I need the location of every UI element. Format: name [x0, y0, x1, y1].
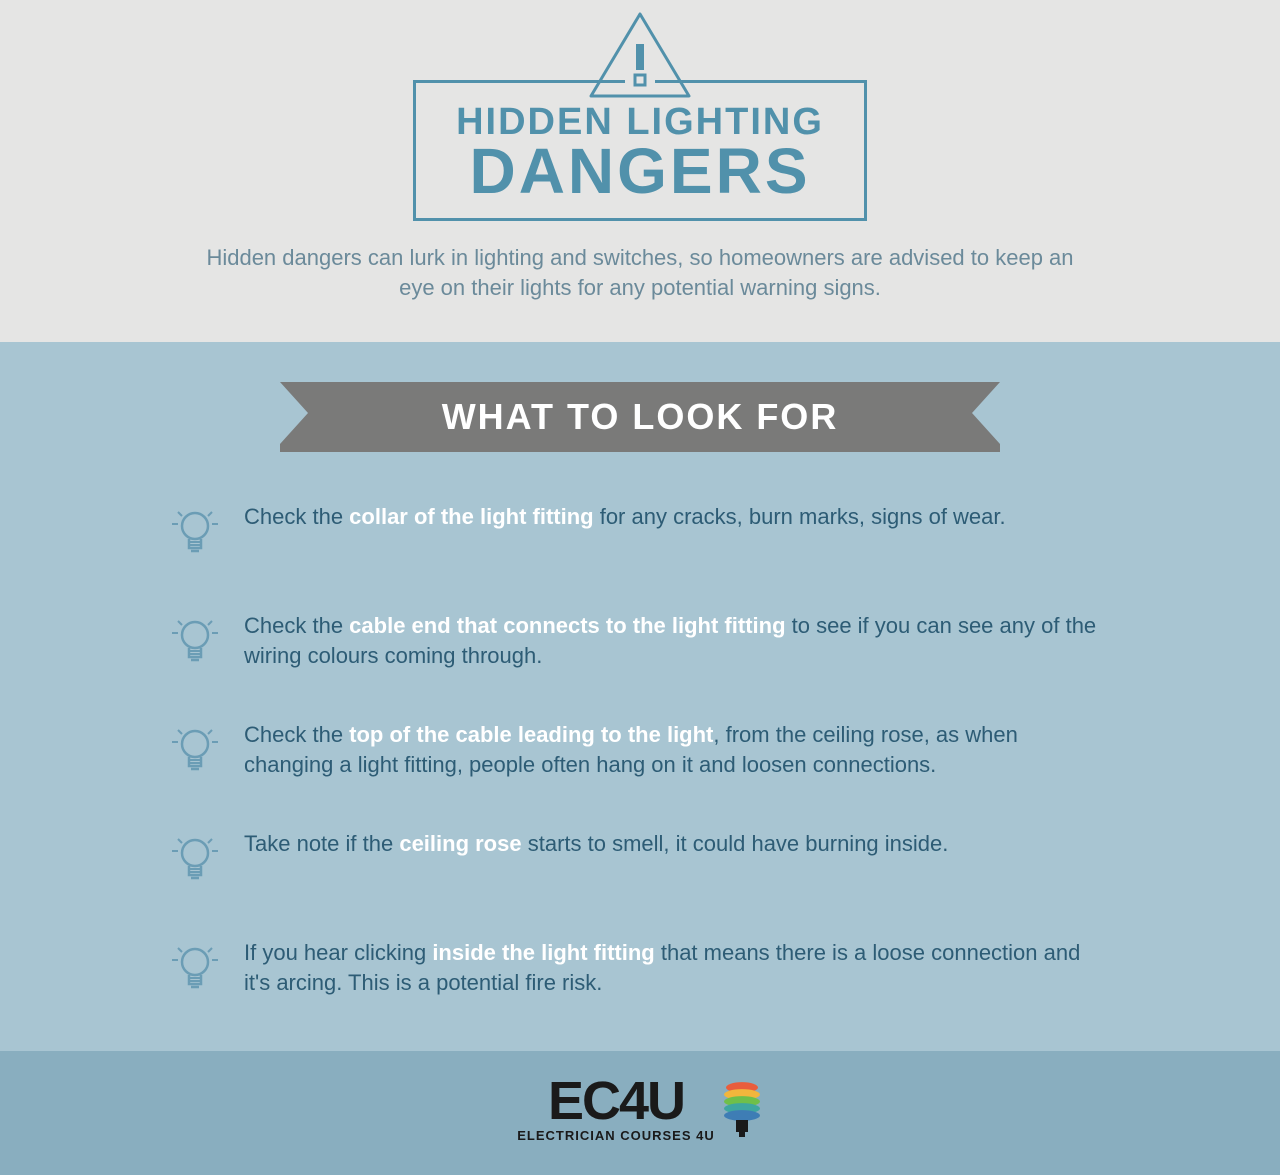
tip-text: Check the top of the cable leading to th… [244, 720, 1110, 779]
title-box: HIDDEN LIGHTING DANGERS [413, 80, 867, 221]
brand-bulb-icon [721, 1078, 763, 1142]
tip-item: Check the collar of the light fitting fo… [170, 502, 1110, 565]
tip-highlight: collar of the light fitting [349, 504, 593, 529]
main-section: WHAT TO LOOK FOR Check the collar of the… [0, 342, 1280, 1051]
tip-item: Take note if the ceiling rose starts to … [170, 829, 1110, 892]
lightbulb-icon [170, 940, 220, 1001]
tip-pre: Check the [244, 722, 349, 747]
tip-highlight: cable end that connects to the light fit… [349, 613, 785, 638]
header-subtitle: Hidden dangers can lurk in lighting and … [200, 243, 1080, 302]
tip-text: If you hear clicking inside the light fi… [244, 938, 1110, 997]
brand-name: EC4U [517, 1077, 715, 1126]
tip-highlight: ceiling rose [399, 831, 521, 856]
tip-pre: Check the [244, 613, 349, 638]
tip-text: Check the cable end that connects to the… [244, 611, 1110, 670]
lightbulb-icon [170, 504, 220, 565]
lightbulb-icon [170, 831, 220, 892]
tip-item: Check the cable end that connects to the… [170, 611, 1110, 674]
lightbulb-icon [170, 613, 220, 674]
tip-post: starts to smell, it could have burning i… [522, 831, 949, 856]
brand-tagline: ELECTRICIAN COURSES 4U [517, 1128, 715, 1143]
header-section: HIDDEN LIGHTING DANGERS Hidden dangers c… [0, 0, 1280, 342]
footer-section: EC4U ELECTRICIAN COURSES 4U [0, 1051, 1280, 1175]
tip-pre: Take note if the [244, 831, 399, 856]
lightbulb-icon [170, 722, 220, 783]
tip-item: Check the top of the cable leading to th… [170, 720, 1110, 783]
tip-highlight: top of the cable leading to the light [349, 722, 713, 747]
tip-post: for any cracks, burn marks, signs of wea… [594, 504, 1006, 529]
banner-label: WHAT TO LOOK FOR [442, 396, 839, 437]
warning-icon [585, 10, 695, 105]
title-line2: DANGERS [456, 139, 824, 203]
tips-list: Check the collar of the light fitting fo… [170, 502, 1110, 1001]
tip-pre: Check the [244, 504, 349, 529]
section-banner: WHAT TO LOOK FOR [280, 382, 1000, 452]
tip-text: Take note if the ceiling rose starts to … [244, 829, 1110, 859]
tip-item: If you hear clicking inside the light fi… [170, 938, 1110, 1001]
tip-pre: If you hear clicking [244, 940, 432, 965]
tip-highlight: inside the light fitting [432, 940, 654, 965]
footer-logo: EC4U ELECTRICIAN COURSES 4U [517, 1077, 763, 1143]
tip-text: Check the collar of the light fitting fo… [244, 502, 1110, 532]
